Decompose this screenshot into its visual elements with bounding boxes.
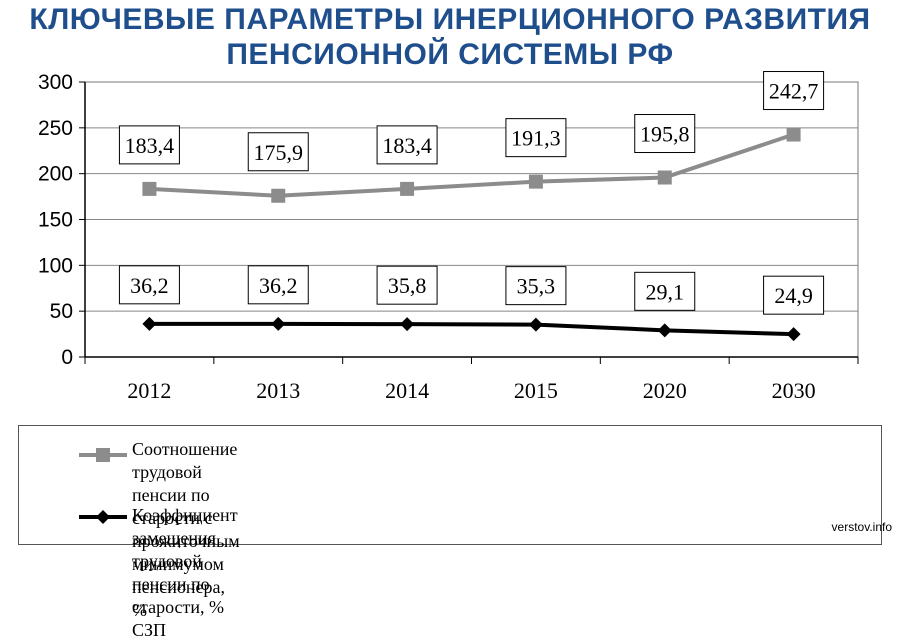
data-label: 24,9 [774, 283, 813, 308]
legend-label-replacement-rate: Коэффициент замещения трудовой пенсии по… [132, 505, 238, 640]
data-point-diamond [786, 327, 801, 342]
legend-marker-black-diamond [79, 510, 127, 524]
x-tick-label: 2013 [256, 378, 300, 403]
y-tick-label: 0 [61, 346, 73, 369]
data-point-square [142, 181, 157, 196]
data-label-box [505, 266, 567, 306]
data-label-box [247, 132, 309, 172]
legend: Соотношение трудовой пенсии по старости … [18, 425, 882, 640]
data-label: 36,2 [130, 273, 169, 298]
data-label: 29,1 [646, 279, 685, 304]
data-point-diamond [657, 323, 672, 338]
x-tick-label: 2015 [514, 378, 558, 403]
data-label: 191,3 [511, 126, 561, 151]
data-point-square [786, 127, 801, 142]
x-tick-label: 2020 [643, 378, 687, 403]
data-label: 242,7 [769, 79, 819, 104]
watermark: verstov.info [831, 520, 892, 534]
x-tick-label: 2014 [385, 378, 429, 403]
data-label: 195,8 [640, 122, 690, 147]
data-label: 35,8 [388, 273, 427, 298]
data-label-box [376, 265, 438, 305]
y-tick-label: 150 [38, 209, 73, 232]
data-label: 183,4 [125, 133, 175, 158]
data-label: 183,4 [382, 133, 432, 158]
series-line-2 [149, 321, 794, 337]
data-point-diamond [271, 316, 286, 331]
data-label-box [763, 275, 825, 315]
legend-marker-gray-square [79, 448, 127, 462]
y-tick-label: 100 [38, 254, 73, 277]
data-label: 175,9 [254, 140, 304, 165]
data-label-box [247, 265, 309, 305]
data-label-box [634, 114, 696, 154]
data-point-square [528, 174, 543, 189]
data-point-square [400, 181, 415, 196]
y-tick-label: 200 [38, 163, 73, 186]
x-tick-label: 2030 [772, 378, 816, 403]
data-label-box [634, 271, 696, 311]
title-line-1: КЛЮЧЕВЫЕ ПАРАМЕТРЫ ИНЕРЦИОННОГО РАЗВИТИЯ [29, 3, 871, 36]
data-point-square [657, 170, 672, 185]
series-line-1 [149, 132, 795, 198]
data-label-box [118, 265, 180, 305]
data-label: 35,3 [517, 274, 556, 299]
line-chart: 0 50 100 150 200 250 300 2012 2013 2014 2015 2020 20… [38, 71, 859, 403]
x-tick-label: 2012 [127, 378, 171, 403]
y-tick-label: 250 [38, 117, 73, 140]
data-point-square [271, 188, 286, 203]
data-label-box [118, 125, 180, 165]
data-label-box [376, 125, 438, 165]
data-label-box [505, 118, 567, 158]
data-point-diamond [400, 317, 415, 332]
y-tick-label: 300 [38, 71, 73, 94]
title-line-2: ПЕНСИОННОЙ СИСТЕМЫ РФ [226, 38, 674, 71]
chart-title: КЛЮЧЕВЫЕ ПАРАМЕТРЫ ИНЕРЦИОННОГО РАЗВИТИЯ… [0, 2, 900, 72]
y-tick-label: 50 [50, 300, 73, 323]
data-point-diamond [142, 316, 157, 331]
data-label: 36,2 [259, 273, 298, 298]
data-label-box [763, 71, 825, 111]
data-point-diamond [528, 317, 543, 332]
